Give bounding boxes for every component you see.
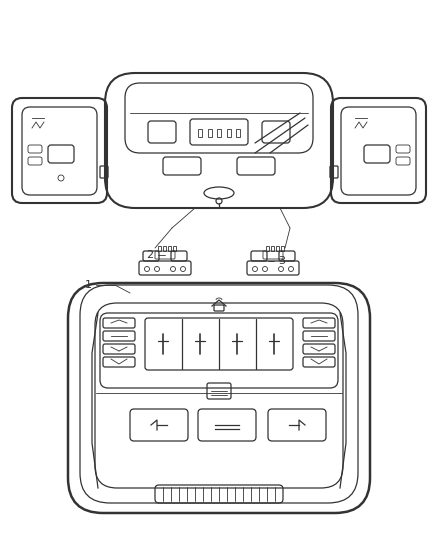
Bar	[198, 129, 202, 137]
Bar	[236, 129, 240, 137]
Bar	[208, 129, 212, 137]
Bar	[280, 246, 283, 251]
Bar	[162, 246, 166, 251]
Bar	[271, 246, 273, 251]
Bar	[227, 129, 231, 137]
Bar	[276, 246, 279, 251]
Text: 1: 1	[85, 280, 92, 290]
Bar	[167, 246, 170, 251]
Bar	[217, 129, 221, 137]
Bar	[173, 246, 176, 251]
Text: 2: 2	[146, 250, 154, 260]
Text: 3: 3	[279, 256, 286, 266]
Bar	[265, 246, 268, 251]
Bar	[158, 246, 160, 251]
